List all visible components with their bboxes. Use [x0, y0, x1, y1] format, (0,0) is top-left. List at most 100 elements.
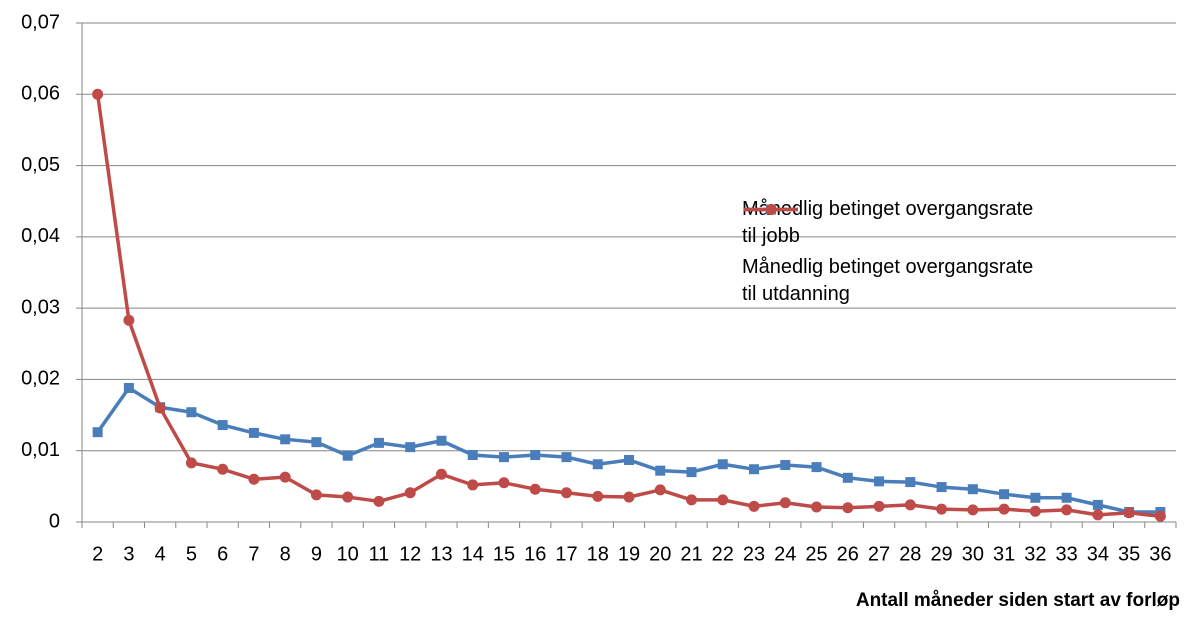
point: [123, 314, 135, 326]
point: [280, 434, 291, 445]
legend-key: [744, 204, 798, 215]
x-tick-label: 13: [430, 543, 452, 565]
point: [623, 491, 635, 503]
point: [717, 459, 728, 470]
point: [1154, 510, 1166, 522]
point: [811, 462, 822, 473]
x-tick-label: 17: [555, 543, 577, 565]
point: [936, 503, 948, 515]
x-tick-label: 5: [186, 543, 197, 565]
x-tick-label: 25: [805, 543, 827, 565]
x-tick-label: 35: [1118, 543, 1140, 565]
point: [1029, 505, 1041, 517]
point: [154, 402, 166, 414]
point: [342, 491, 354, 503]
point: [1061, 504, 1073, 516]
x-tick-label: 3: [123, 543, 134, 565]
x-tick-label: 34: [1087, 543, 1109, 565]
point: [467, 449, 478, 460]
point: [1123, 507, 1135, 519]
y-tick-label: 0,02: [21, 368, 60, 390]
x-tick-label: 14: [462, 543, 484, 565]
point: [811, 501, 823, 513]
point: [904, 499, 916, 511]
point: [248, 427, 259, 438]
x-tick-label: 28: [899, 543, 921, 565]
point: [310, 489, 322, 501]
x-tick-label: 27: [868, 543, 890, 565]
x-tick-label: 23: [743, 543, 765, 565]
x-tick-label: 22: [712, 543, 734, 565]
y-tick-label: 0: [49, 510, 60, 532]
point: [186, 407, 197, 418]
point: [342, 450, 353, 461]
point: [405, 442, 416, 453]
y-tick-label: 0,05: [21, 154, 60, 176]
point: [217, 463, 229, 475]
point: [404, 487, 416, 499]
point: [749, 464, 760, 475]
point: [1092, 499, 1103, 510]
point: [248, 473, 260, 485]
x-tick-label: 15: [493, 543, 515, 565]
point: [967, 504, 979, 516]
y-tick-label: 0,07: [21, 11, 60, 33]
point: [592, 490, 604, 502]
point: [217, 420, 228, 431]
x-tick-label: 19: [618, 543, 640, 565]
point: [905, 477, 916, 488]
x-tick-label: 7: [248, 543, 259, 565]
x-tick-label: 8: [280, 543, 291, 565]
point: [530, 449, 541, 460]
point: [936, 482, 947, 493]
point: [373, 437, 384, 448]
point: [498, 477, 510, 489]
point: [874, 476, 885, 487]
point: [311, 437, 322, 448]
point: [779, 497, 791, 509]
x-tick-label: 36: [1149, 543, 1171, 565]
point: [873, 500, 885, 512]
point: [467, 479, 479, 491]
point: [435, 468, 447, 480]
legend-marker: [765, 204, 777, 215]
point: [123, 382, 134, 393]
point: [748, 500, 760, 512]
x-tick-label: 33: [1055, 543, 1077, 565]
point: [655, 465, 666, 476]
point: [624, 454, 634, 465]
legend: Månedlig betinget overgangsrate til jobb…: [742, 196, 1122, 312]
x-tick-label: 30: [962, 543, 984, 565]
x-tick-label: 9: [311, 543, 322, 565]
y-tick-label: 0,01: [21, 439, 60, 461]
point: [436, 435, 447, 446]
point: [686, 494, 698, 506]
x-tick-label: 2: [92, 543, 103, 565]
point: [92, 427, 103, 438]
point: [373, 495, 385, 507]
legend-label: Månedlig betinget overgangsrate til utda…: [742, 256, 1034, 305]
point: [999, 489, 1010, 500]
y-tick-label: 0,03: [21, 296, 60, 318]
x-tick-label: 11: [369, 543, 390, 565]
point: [185, 457, 197, 469]
legend-item: Månedlig betinget overgangsrate til utda…: [742, 204, 1122, 308]
x-tick-label: 4: [155, 543, 166, 565]
legend-label: Månedlig betinget overgangsrate til jobb: [742, 198, 1034, 247]
x-tick-label: 21: [680, 543, 702, 565]
point: [529, 483, 541, 495]
point: [1061, 492, 1072, 503]
y-tick-label: 0,04: [21, 225, 60, 247]
point: [498, 452, 509, 463]
x-tick-label: 26: [837, 543, 859, 565]
point: [92, 88, 104, 100]
x-tick-label: 24: [774, 543, 796, 565]
x-tick-label: 12: [399, 543, 421, 565]
x-tick-label: 10: [337, 543, 359, 565]
point: [967, 484, 978, 495]
point: [1092, 509, 1104, 521]
point: [561, 452, 572, 463]
point: [686, 467, 697, 478]
